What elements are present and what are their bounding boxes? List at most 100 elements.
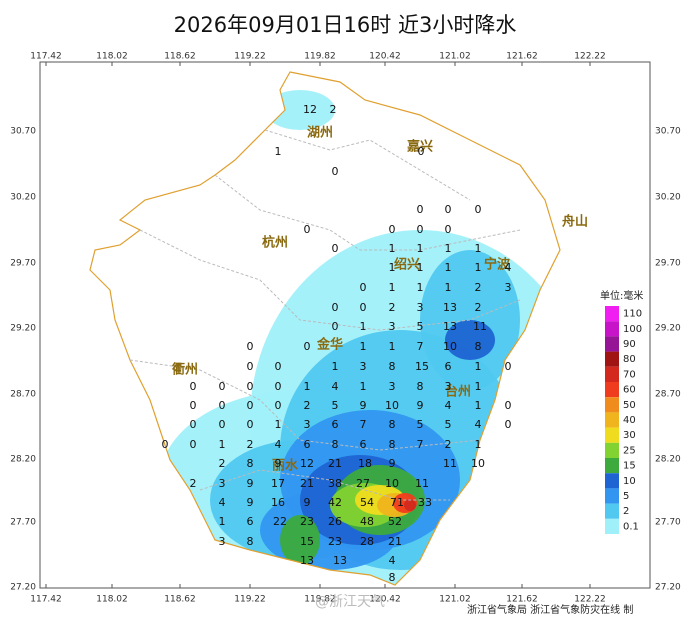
station-value: 0: [445, 223, 452, 236]
lon-tick-label: 119.82: [304, 52, 336, 62]
legend-swatch: [605, 321, 619, 337]
station-value: 2: [219, 457, 226, 470]
legend-label: 110: [623, 309, 642, 320]
station-value: 1: [219, 515, 226, 528]
station-value: 5: [445, 418, 452, 431]
station-value: 5: [417, 320, 424, 333]
rain-shading: [160, 90, 560, 585]
station-value: 2: [389, 301, 396, 314]
station-value: 2: [475, 301, 482, 314]
city-label: 台州: [445, 384, 471, 400]
station-value: 1: [360, 340, 367, 353]
station-value: 11: [443, 457, 457, 470]
station-value: 2: [190, 477, 197, 490]
station-value: 10: [385, 399, 399, 412]
station-value: 0: [505, 418, 512, 431]
station-value: 0: [247, 360, 254, 373]
station-value: 9: [304, 496, 311, 509]
station-value: 0: [332, 320, 339, 333]
station-value: 21: [388, 535, 402, 548]
station-value: 1: [475, 360, 482, 373]
station-value: 6: [304, 438, 311, 451]
station-value: 1: [417, 261, 424, 274]
lat-tick-label: 30.70: [655, 127, 681, 137]
legend-swatch: [605, 336, 619, 352]
legend-label: 70: [623, 369, 636, 380]
station-value: 4: [389, 554, 396, 567]
station-value: 1: [275, 145, 282, 158]
station-value: 33: [418, 496, 432, 509]
station-value: 10: [443, 340, 457, 353]
station-value: 12: [303, 103, 317, 116]
station-value: 23: [328, 535, 342, 548]
station-value: 1: [389, 261, 396, 274]
legend-label: 50: [623, 400, 636, 411]
station-value: 8: [389, 360, 396, 373]
station-value: 3: [505, 281, 512, 294]
station-value: 4: [332, 380, 339, 393]
station-value: 0: [332, 301, 339, 314]
lat-tick-label: 28.70: [10, 390, 36, 400]
station-value: 0: [304, 340, 311, 353]
station-value: 2: [330, 103, 337, 116]
station-value: 17: [271, 477, 285, 490]
station-value: 1: [219, 438, 226, 451]
station-value: 1: [445, 242, 452, 255]
station-value: 27: [356, 477, 370, 490]
legend-title: 单位:毫米: [600, 289, 643, 302]
legend-swatch: [605, 412, 619, 428]
station-value: 1: [275, 418, 282, 431]
legend-label: 5: [623, 491, 629, 502]
station-value: 3: [219, 477, 226, 490]
city-label: 金华: [316, 337, 343, 353]
station-value: 10: [471, 457, 485, 470]
lon-tick-label: 118.02: [96, 595, 128, 605]
city-label: 丽水: [272, 458, 299, 474]
lon-tick-label: 118.62: [164, 52, 196, 62]
lat-tick-label: 28.70: [655, 390, 681, 400]
station-value: 18: [358, 457, 372, 470]
station-value: 8: [417, 380, 424, 393]
station-value: 8: [247, 535, 254, 548]
station-value: 8: [389, 438, 396, 451]
station-value: 13: [333, 554, 347, 567]
station-value: 0: [190, 418, 197, 431]
station-value: 0: [417, 223, 424, 236]
lat-tick-label: 28.20: [10, 455, 36, 465]
station-value: 8: [332, 438, 339, 451]
station-value: 0: [505, 360, 512, 373]
legend-label: 90: [623, 339, 636, 350]
lon-tick-label: 121.02: [439, 52, 471, 62]
lat-tick-label: 29.20: [655, 324, 681, 334]
province-border: [89, 71, 561, 586]
station-value: 0: [247, 399, 254, 412]
station-value: 71: [390, 496, 404, 509]
city-label: 杭州: [262, 235, 288, 251]
city-label: 舟山: [562, 214, 588, 230]
station-value: 0: [275, 360, 282, 373]
station-value: 1: [445, 261, 452, 274]
city-label: 湖州: [307, 126, 333, 141]
station-value: 9: [247, 496, 254, 509]
station-value: 3: [304, 418, 311, 431]
city-label: 宁波: [484, 257, 511, 273]
station-value: 1: [475, 380, 482, 393]
legend-swatch: [605, 518, 619, 534]
station-value: 0: [190, 399, 197, 412]
lon-tick-label: 118.02: [96, 52, 128, 62]
station-value: 3: [445, 380, 452, 393]
legend-swatch: [605, 351, 619, 367]
station-value: 0: [219, 380, 226, 393]
lat-tick-label: 28.20: [655, 455, 681, 465]
station-value: 15: [300, 535, 314, 548]
station-value: 0: [247, 418, 254, 431]
station-value: 3: [360, 360, 367, 373]
station-value: 13: [443, 320, 457, 333]
city-borders: [129, 129, 521, 501]
station-value: 1: [475, 261, 482, 274]
station-value: 13: [300, 554, 314, 567]
legend-label: 40: [623, 415, 636, 426]
station-value: 15: [415, 360, 429, 373]
station-value: 3: [389, 320, 396, 333]
